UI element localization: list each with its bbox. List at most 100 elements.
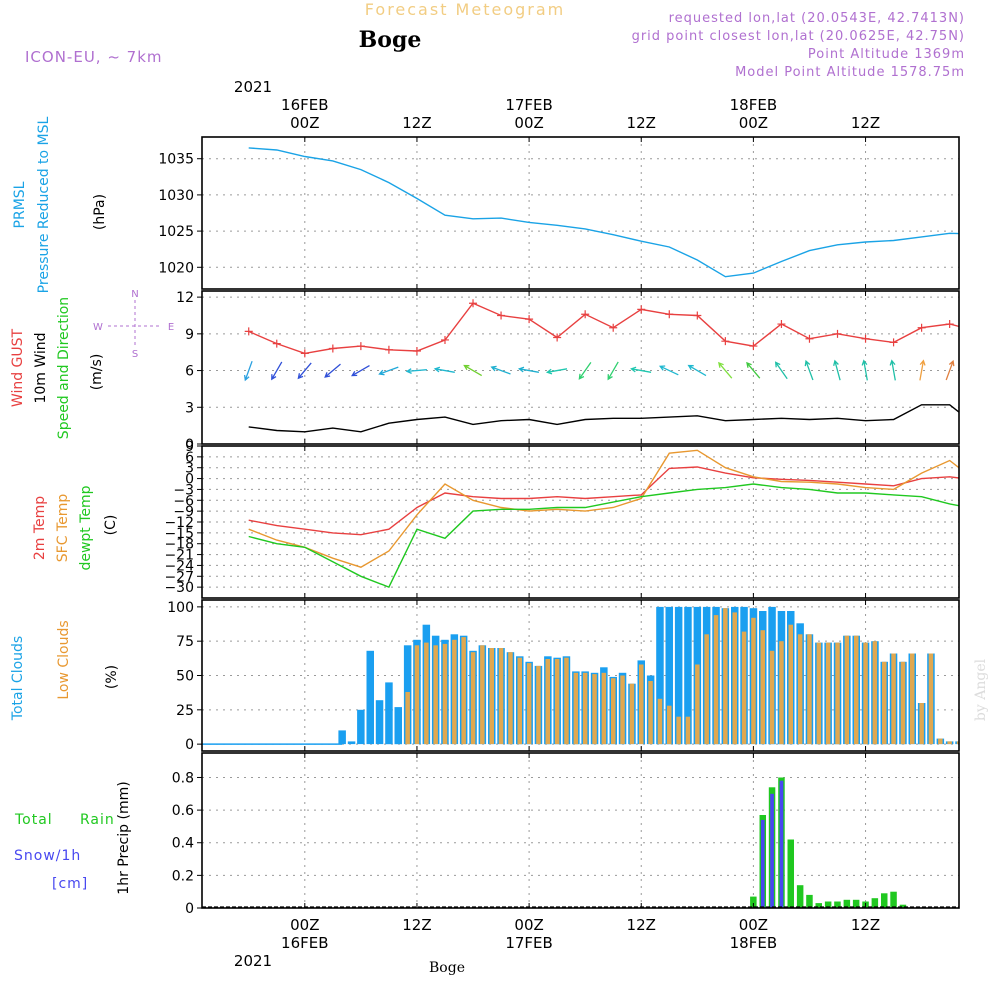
top-hour-tick-label: 12Z <box>851 114 880 132</box>
low-cloud-bar <box>620 675 625 745</box>
low-cloud-bar <box>872 641 878 745</box>
wind-arrow <box>433 366 455 373</box>
low-cloud-bar <box>816 642 822 745</box>
pressure-panel: 1020 1025 1030 1035 <box>158 136 960 290</box>
location-title: Boge <box>359 27 422 53</box>
bottom-date-label: 16FEB <box>281 934 328 952</box>
low-cloud-bar <box>611 678 616 745</box>
low-cloud-bar <box>854 635 859 745</box>
low-cloud-bar <box>788 624 793 745</box>
gust-marker <box>861 334 870 343</box>
bottom-date-label: 18FEB <box>730 934 777 952</box>
gust-marker <box>777 320 786 329</box>
wind-arrow <box>351 365 370 377</box>
total-precip-bar <box>750 896 757 908</box>
wind-arrow <box>545 368 568 375</box>
low-cloud-bar <box>900 661 906 745</box>
low-cloud-bar <box>956 741 959 745</box>
low-cloud-bar <box>928 653 934 745</box>
low-cloud-bar <box>769 650 775 745</box>
gust-marker <box>833 329 842 338</box>
low-cloud-bar <box>433 645 438 745</box>
total-precip-bar <box>843 899 851 908</box>
y-tick-label: 3 <box>185 461 194 477</box>
footer-location: Boge <box>429 960 465 976</box>
low-cloud-bar <box>938 738 943 745</box>
series-line <box>248 466 959 536</box>
low-cloud-bar <box>564 657 569 745</box>
gust-marker <box>637 305 646 314</box>
low-cloud-bar <box>713 615 719 745</box>
panel-grid: 0 3 6 9 12 <box>176 290 959 453</box>
panel-content <box>243 299 959 433</box>
total-cloud-bar <box>338 730 346 745</box>
y-tick-label: −30 <box>164 580 194 596</box>
low-cloud-bar <box>526 663 532 745</box>
panel-content <box>248 449 959 588</box>
y-tick-label: 0 <box>185 737 194 753</box>
low-cloud-bar <box>592 674 597 745</box>
low-cloud-bar <box>517 657 522 745</box>
bottom-hour-tick-label: 12Z <box>851 916 880 934</box>
top-date-labels: 16FEB 17FEB 18FEB <box>281 96 777 114</box>
panel-content <box>202 777 959 908</box>
wind-arrow <box>919 359 926 381</box>
precip-rain-label: Rain <box>80 812 115 828</box>
low-cloud-bar <box>882 661 887 745</box>
low-cloud-bar <box>732 612 737 745</box>
y-tick-label: 6 <box>185 450 194 466</box>
low-cloud-bar <box>648 681 653 745</box>
total-cloud-bar <box>656 606 664 745</box>
bottom-date-label: 17FEB <box>505 934 552 952</box>
wind-arrow <box>297 362 312 380</box>
wind-arrow <box>861 359 868 381</box>
y-tick-label: 25 <box>176 703 194 719</box>
low-cloud-bar <box>657 698 663 745</box>
y-tick-label: 1020 <box>158 260 194 276</box>
y-tick-label: −12 <box>164 515 194 531</box>
wind-arrow <box>804 359 814 381</box>
top-hour-tick-label: 00Z <box>514 114 543 132</box>
total-cloud-bar <box>674 606 683 745</box>
clouds-panel: 0 25 50 75 100 <box>167 599 971 753</box>
wind-arrow <box>378 366 399 376</box>
y-tick-label: −15 <box>164 526 194 542</box>
top-hour-tick-label: 12Z <box>627 114 656 132</box>
series-line <box>248 147 959 278</box>
temp-sfc-label: SFC Temp <box>55 494 71 563</box>
low-cloud-bar <box>807 634 812 745</box>
gust-marker <box>721 337 730 346</box>
low-cloud-bar <box>498 648 504 745</box>
y-tick-label: 0.6 <box>172 803 194 819</box>
low-cloud-bar <box>741 631 747 745</box>
snow-precip-bar <box>779 780 784 908</box>
compass-north: N <box>131 289 138 300</box>
total-precip-bar <box>815 903 822 908</box>
gust-marker <box>440 335 449 344</box>
total-cloud-bar <box>366 650 374 745</box>
low-cloud-bar <box>405 692 410 745</box>
gust-marker <box>272 339 281 348</box>
compass-south: S <box>132 349 138 360</box>
wind-arrow <box>889 359 896 381</box>
gust-marker <box>581 310 590 319</box>
gust-marker <box>244 327 253 336</box>
panel-frame <box>201 445 960 599</box>
bottom-hour-labels: 00Z 12Z 00Z 12Z 00Z 12Z <box>290 916 880 934</box>
total-precip-bar <box>796 885 804 908</box>
low-cloud-bar <box>442 643 448 745</box>
precip-snow-label: Snow/1h <box>14 848 81 864</box>
low-cloud-bar <box>966 733 971 744</box>
gust-marker <box>300 349 309 358</box>
low-cloud-bar <box>601 672 607 745</box>
wind-arrow <box>324 363 341 378</box>
series-line <box>248 404 959 433</box>
y-tick-label: −3 <box>173 482 194 498</box>
gust-marker <box>356 342 365 351</box>
temp-2m-label: 2m Temp <box>32 496 48 560</box>
y-tick-label: 100 <box>167 600 194 616</box>
low-cloud-bar <box>545 659 550 745</box>
wind-arrow <box>271 361 283 381</box>
panel-frame <box>201 136 960 290</box>
